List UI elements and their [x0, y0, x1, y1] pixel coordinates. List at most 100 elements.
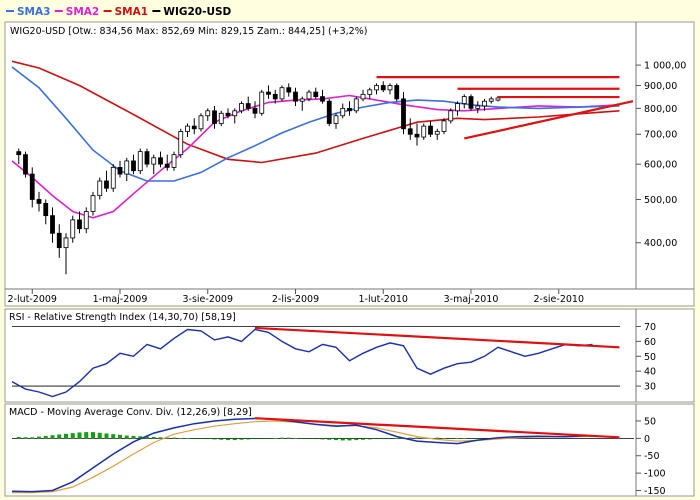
candlesticks: [16, 81, 501, 275]
macd-y-tick-label-2: -50: [644, 451, 660, 462]
main-x-tick-label-6: 2-sie-2010: [533, 294, 584, 305]
candle-body-64: [448, 110, 454, 122]
rsi-y-ticks: 70 60 50 40 30: [636, 322, 656, 393]
candle-body-36: [259, 91, 265, 114]
macd-y-tick-label-0: 50: [644, 416, 656, 427]
candle-body-17: [131, 160, 136, 172]
macd-hist-bar-41: [293, 438, 298, 439]
main-y-tick-label-2: 800,00: [644, 104, 677, 115]
candle-body-40: [286, 87, 292, 93]
candle-body-7: [63, 237, 69, 249]
macd-hist-bar-7: [64, 433, 68, 439]
macd-hist-bar-5: [50, 435, 55, 439]
candle-body-6: [56, 232, 62, 249]
macd-hist-bar-50: [354, 438, 359, 441]
main-y-tick-label-0: 1 000,00: [644, 61, 686, 72]
candle-body-61: [428, 125, 433, 135]
rsi-title: RSI - Relative Strength Index (14,30,70)…: [9, 312, 236, 323]
candle-body-29: [212, 110, 217, 124]
rsi-panel: RSI - Relative Strength Index (14,30,70)…: [4, 308, 695, 403]
macd-hist-bar-17: [131, 435, 136, 439]
main-trend-lines: [376, 75, 634, 140]
macd-line: [11, 417, 593, 493]
candle-body-13: [104, 180, 109, 189]
macd-hist-bar-30: [219, 438, 224, 440]
candle-body-10: [83, 211, 89, 230]
candle-body-28: [205, 110, 211, 117]
rsi-line: [11, 328, 593, 398]
macd-hist-bar-39: [280, 437, 284, 439]
candle-body-65: [455, 103, 460, 112]
macd-hist-bar-15: [118, 434, 122, 439]
candle-body-70: [488, 98, 494, 102]
macd-hist-bar-62: [435, 437, 440, 439]
candle-body-8: [70, 219, 76, 239]
macd-y-ticks: 50 0 -50 -100 -150: [636, 416, 666, 497]
macd-hist-bar-14: [111, 434, 116, 439]
main-y-ticks: 1 000,00 900,00 800,00 700,00 600,00 500,00 40…: [636, 61, 686, 249]
macd-hist-bar-20: [151, 436, 156, 439]
candle-body-43: [306, 91, 312, 100]
candle-body-2: [29, 173, 35, 200]
macd-hist-bar-64: [448, 438, 453, 439]
macd-hist-bar-12: [97, 432, 102, 439]
macd-hist-bar-21: [158, 437, 163, 439]
macd-y-tick-label-4: -150: [644, 486, 666, 497]
macd-hist-bar-63: [442, 438, 446, 439]
candle-body-31: [225, 112, 231, 117]
macd-hist-bar-33: [239, 438, 244, 440]
macd-trend-line: [254, 417, 620, 439]
candle-body-51: [360, 93, 366, 100]
macd-hist-bar-25: [185, 438, 190, 439]
macd-hist-bar-42: [300, 438, 305, 439]
main-y-tick-label-1: 900,00: [644, 81, 677, 92]
macd-hist-bar-48: [340, 438, 345, 441]
main-x-tick-label-0: 2-lut-2009: [8, 294, 57, 305]
macd-title: MACD - Moving Average Conv. Div. (12,26,…: [9, 407, 252, 418]
candle-body-44: [313, 91, 319, 98]
macd-hist-bar-45: [320, 438, 325, 440]
macd-hist-bar-0: [16, 436, 21, 439]
macd-hist-bar-8: [70, 433, 75, 439]
macd-hist-bar-35: [253, 438, 257, 440]
rsi-panel-bg: [4, 308, 695, 403]
macd-hist-bar-53: [374, 438, 379, 440]
macd-hist-bar-67: [469, 438, 473, 439]
macd-y-tick-label-3: -100: [644, 469, 666, 480]
legend-label-2: SMA1: [115, 6, 148, 18]
main-y-tick-label-5: 500,00: [644, 195, 677, 206]
candle-body-55: [387, 85, 393, 91]
candle-body-20: [151, 157, 157, 165]
macd-hist-bar-68: [475, 438, 480, 439]
rsi-plot: [11, 326, 620, 398]
macd-hist-bar-23: [172, 437, 176, 439]
macd-hist-bar-52: [367, 438, 372, 440]
main-y-tick-label-3: 700,00: [644, 130, 677, 141]
candle-body-49: [347, 107, 352, 112]
macd-hist-bar-34: [246, 438, 251, 440]
macd-hist-bar-26: [192, 438, 197, 439]
candle-body-47: [333, 115, 339, 124]
candle-body-68: [475, 105, 481, 109]
macd-hist-bar-27: [199, 438, 203, 439]
candle-body-63: [441, 120, 447, 132]
candle-body-3: [36, 199, 42, 204]
candle-body-19: [144, 151, 150, 165]
macd-hist-bar-54: [381, 438, 386, 439]
candle-body-5: [50, 215, 55, 234]
macd-hist-bar-19: [145, 436, 149, 439]
macd-hist-bar-3: [37, 436, 41, 439]
macd-hist-bar-18: [138, 436, 143, 439]
rsi-y-tick-label-4: 30: [644, 382, 656, 393]
legend-bar: SMA3 SMA2 SMA1 WIG20-USD: [0, 0, 700, 22]
candle-body-18: [137, 151, 143, 172]
macd-hist-bar-38: [273, 438, 278, 439]
candle-body-25: [185, 125, 190, 132]
candle-body-12: [97, 180, 103, 197]
macd-hist-bar-47: [334, 438, 338, 441]
main-panel: WIG20-USD [Otw.: 834,56 Max: 852,69 Min:…: [4, 21, 695, 307]
macd-hist-bar-32: [232, 438, 237, 441]
candle-body-27: [198, 115, 204, 130]
candle-body-67: [468, 96, 474, 109]
main-panel-bg: [4, 21, 695, 307]
